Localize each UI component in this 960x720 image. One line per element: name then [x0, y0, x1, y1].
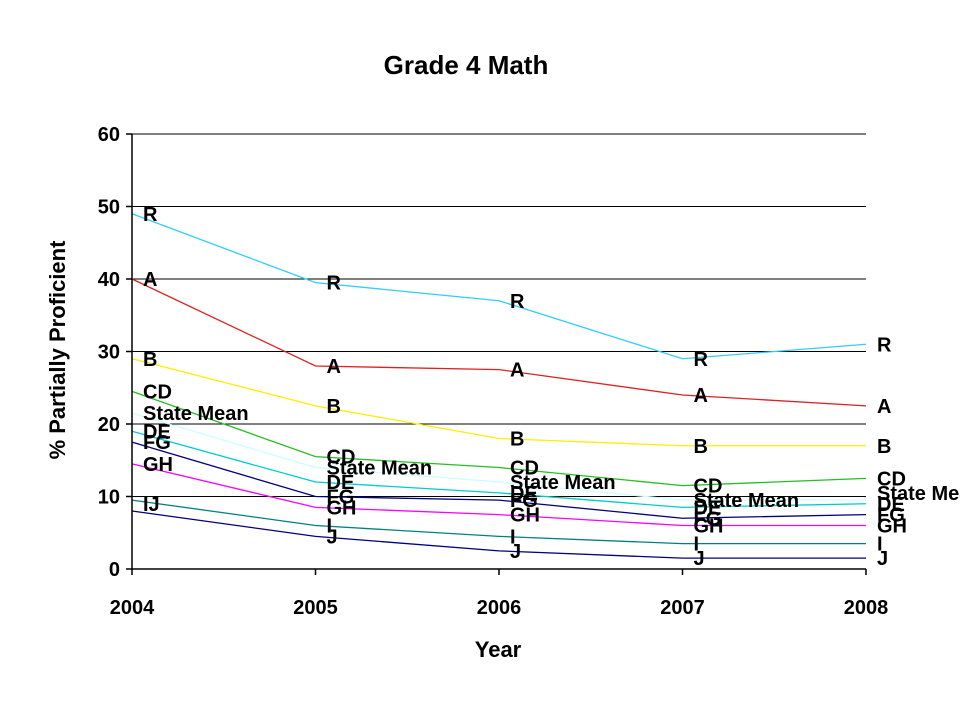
point-label-de: DE: [143, 421, 171, 443]
point-label-j: J: [327, 526, 338, 548]
series-line-de: [131, 430, 867, 509]
point-label-cd: CD: [877, 468, 906, 490]
point-label-gh: GH: [143, 454, 173, 476]
point-label-state-mean: State Mean: [694, 490, 800, 512]
series-line-state-mean: [131, 412, 866, 501]
y-axis-title: % Partially Proficient: [45, 240, 70, 460]
point-label-fg: FG: [694, 508, 722, 530]
series-line-cd: [131, 390, 867, 487]
point-label-gh: GH: [327, 497, 357, 519]
point-label-r: R: [143, 204, 158, 226]
series-lines: [131, 213, 867, 559]
point-label-r: R: [694, 349, 709, 371]
point-label-b: B: [877, 436, 891, 458]
point-label-b: B: [327, 396, 341, 418]
x-tick-label: 2007: [660, 597, 705, 619]
point-label-gh: GH: [694, 516, 724, 538]
point-label-j: J: [877, 548, 888, 570]
point-label-de: DE: [877, 494, 905, 516]
point-label-a: A: [327, 356, 341, 378]
point-label-de: DE: [327, 472, 355, 494]
point-label-state-mean: State Mean: [327, 458, 433, 480]
x-axis-title: Year: [475, 637, 522, 662]
point-label-i: I: [510, 526, 516, 548]
series-line-a: [131, 278, 867, 407]
point-label-cd: CD: [327, 447, 356, 469]
point-label-b: B: [143, 349, 157, 371]
point-label-j: J: [694, 548, 705, 570]
series-line-i: [131, 499, 866, 545]
point-label-fg: FG: [877, 505, 905, 527]
y-tick-label: 60: [98, 124, 120, 146]
point-label-cd: CD: [694, 476, 723, 498]
x-tick-label: 2008: [844, 597, 889, 619]
point-label-i: I: [327, 516, 333, 538]
point-label-cd: CD: [143, 381, 172, 403]
y-tick-label: 50: [98, 197, 120, 219]
y-tick-label: 0: [109, 559, 120, 581]
point-label-i: I: [877, 534, 883, 556]
x-tick-label: 2004: [110, 597, 155, 619]
point-label-a: A: [694, 385, 708, 407]
point-label-state-mean: State Mean: [510, 472, 616, 494]
point-label-de: DE: [510, 483, 538, 505]
point-label-r: R: [877, 334, 892, 356]
y-tick-label: 20: [98, 414, 120, 436]
point-label-fg: FG: [327, 487, 355, 509]
point-label-de: DE: [694, 497, 722, 519]
point-label-i: I: [694, 534, 700, 556]
point-label-j: J: [510, 541, 521, 563]
y-tick-label: 10: [98, 487, 120, 509]
y-tick-label: 30: [98, 342, 120, 364]
point-label-r: R: [510, 291, 525, 313]
series-line-j: [131, 510, 866, 559]
point-label-ij: IJ: [143, 494, 160, 516]
point-label-r: R: [327, 273, 342, 295]
series-line-b: [131, 358, 866, 447]
series-line-r: [131, 213, 867, 360]
point-label-state-mean: State Mean: [877, 483, 960, 505]
point-label-b: B: [694, 436, 708, 458]
gridlines: [132, 133, 866, 497]
point-label-a: A: [143, 269, 157, 291]
point-label-b: B: [510, 429, 524, 451]
x-tick-label: 2006: [477, 597, 522, 619]
series-line-gh: [131, 463, 866, 527]
point-label-gh: GH: [877, 516, 907, 538]
point-label-a: A: [510, 360, 524, 382]
y-tick-label: 40: [98, 269, 120, 291]
axes: 0 10 20 30 40 50 60 2004 2005 2006 2007 2008: [98, 124, 889, 619]
chart-title: Grade 4 Math: [384, 50, 549, 80]
point-label-cd: CD: [510, 458, 539, 480]
x-tick-label: 2005: [293, 597, 338, 619]
series-line-fg: [131, 441, 867, 519]
point-label-fg: FG: [510, 490, 538, 512]
point-label-a: A: [877, 396, 891, 418]
point-label-gh: GH: [510, 505, 540, 527]
point-label-state-mean: State Mean: [143, 403, 249, 425]
point-label-fg: FG: [143, 432, 171, 454]
